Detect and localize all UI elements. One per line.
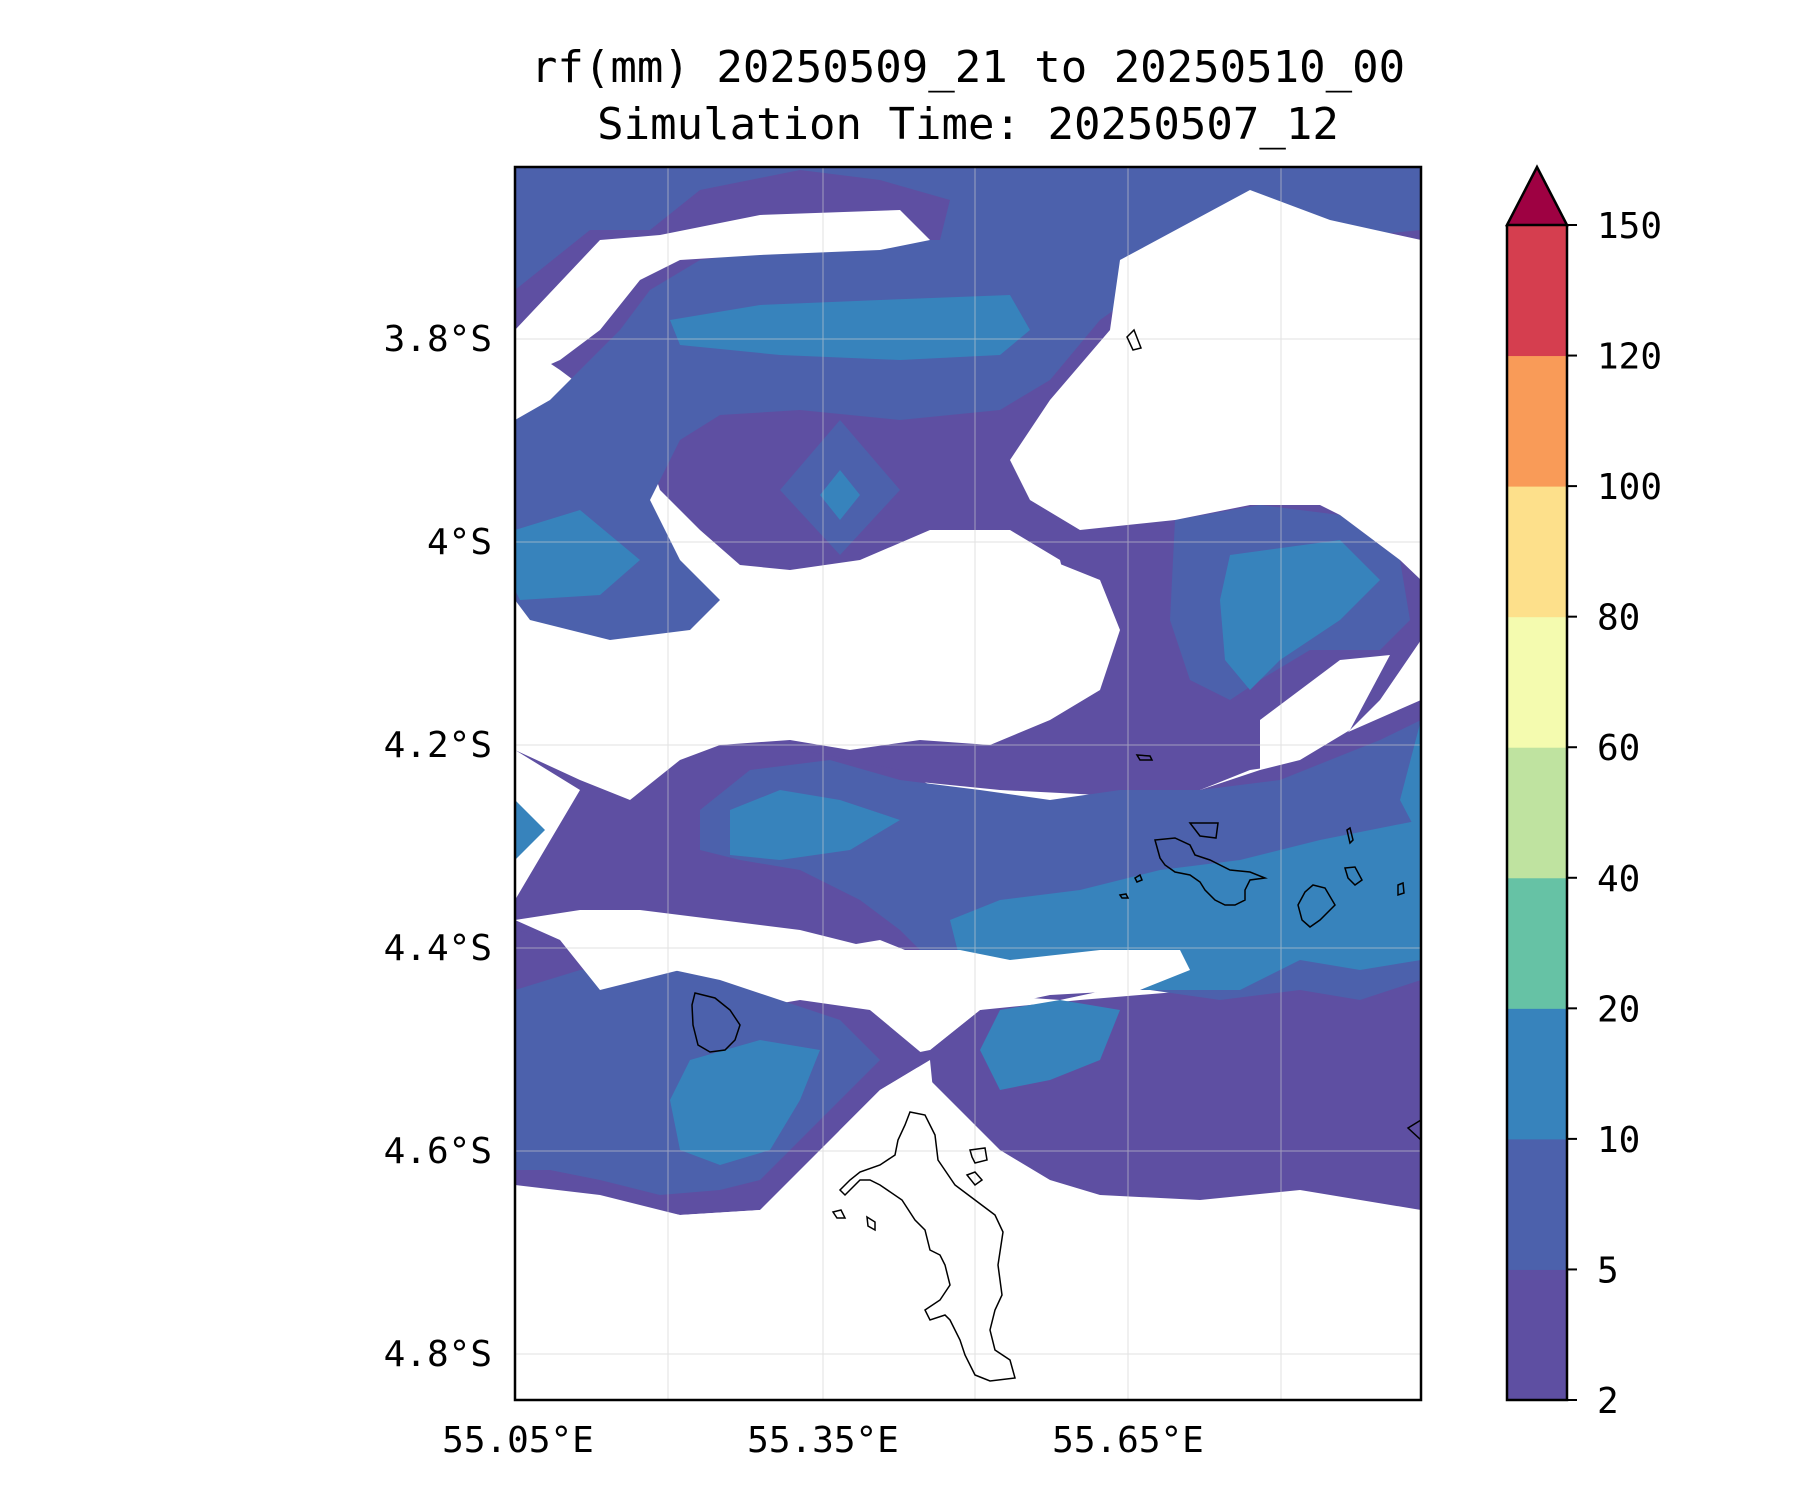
colorbar-tick-label: 80 xyxy=(1597,598,1640,639)
colorbar-tick-label: 100 xyxy=(1597,467,1662,508)
no-rain-upper xyxy=(515,210,930,380)
colorbar-tick-label: 150 xyxy=(1597,206,1662,247)
colorbar: 2 5 10 20 40 60 80 100 120 150 xyxy=(1504,164,1662,1422)
colorbar-bin xyxy=(1507,1269,1567,1401)
island-small-10 xyxy=(965,1171,984,1187)
colorbar-tick-label: 2 xyxy=(1597,1381,1619,1422)
island-small-9 xyxy=(969,1147,988,1164)
colorbar-tick-label: 5 xyxy=(1597,1250,1619,1291)
rain-core-center xyxy=(730,790,900,860)
map-frame xyxy=(513,165,1423,1402)
colorbar-bin xyxy=(1507,616,1567,748)
x-axis: 55.05°E 55.35°E 55.65°E xyxy=(442,1420,1204,1461)
no-rain-zones xyxy=(515,190,1421,1400)
rain-core-edge-left xyxy=(515,800,545,860)
no-rain-middle xyxy=(515,560,1120,800)
x-tick-label: 55.35°E xyxy=(747,1420,899,1461)
island-small-4 xyxy=(1344,866,1363,886)
island-mahe xyxy=(838,1111,1016,1382)
rain-core-right xyxy=(1220,540,1380,690)
rain-core-small-diamond xyxy=(820,470,860,520)
colorbar-bin xyxy=(1507,355,1567,487)
no-rain-upper-right xyxy=(1010,190,1421,580)
colorbar-bin xyxy=(1507,877,1567,1009)
colorbar-tick-label: 10 xyxy=(1597,1120,1640,1161)
x-tick-label: 55.05°E xyxy=(442,1420,594,1461)
colorbar-tick-label: 60 xyxy=(1597,728,1640,769)
y-tick-label: 4.2°S xyxy=(384,725,492,766)
island-small-8 xyxy=(1118,893,1130,899)
island-small-12 xyxy=(866,1215,876,1232)
colorbar-bin xyxy=(1507,747,1567,879)
no-rain-bottom xyxy=(515,1060,1421,1400)
rain-core-lower-left xyxy=(670,1040,820,1165)
colorbar-extend-arrow xyxy=(1504,164,1570,227)
island-small-7 xyxy=(1134,873,1143,883)
x-tick-label: 55.65°E xyxy=(1052,1420,1204,1461)
map-title: rf(mm) 20250509_21 to 20250510_00 xyxy=(531,42,1405,93)
island-small-1 xyxy=(1126,328,1143,351)
rain-area-top-inner xyxy=(515,167,1421,640)
rain-core-left xyxy=(515,510,640,600)
y-tick-label: 4.8°S xyxy=(384,1334,492,1375)
colorbar-tick-label: 120 xyxy=(1597,337,1662,378)
no-rain-right-mid xyxy=(1260,655,1390,770)
colorbar-bin xyxy=(1507,486,1567,618)
colorbar-tick-label: 40 xyxy=(1597,859,1640,900)
colorbar-bin xyxy=(1507,225,1567,357)
y-tick-label: 4°S xyxy=(427,522,492,563)
y-tick-label: 3.8°S xyxy=(384,319,492,360)
island-small-2 xyxy=(1135,754,1154,761)
island-small-13 xyxy=(1406,1119,1421,1142)
y-tick-label: 4.6°S xyxy=(384,1131,492,1172)
island-small-6 xyxy=(1397,881,1405,897)
no-rain-lower xyxy=(515,910,1190,1050)
rain-core-edge xyxy=(1400,720,1421,840)
island-small-11 xyxy=(831,1209,847,1219)
y-tick-label: 4.4°S xyxy=(384,928,492,969)
map-grid xyxy=(515,167,1421,1400)
rain-core-right-lower xyxy=(980,1000,1120,1090)
rain-core-top xyxy=(670,295,1030,360)
island-la-digue xyxy=(1297,884,1336,928)
island-small-5 xyxy=(1346,826,1354,845)
colorbar-frame xyxy=(1505,225,1569,1402)
island-praslin xyxy=(1154,837,1268,906)
island-silhouette xyxy=(691,992,741,1053)
colorbar-tick-label: 20 xyxy=(1597,989,1640,1030)
island-small-3 xyxy=(1188,822,1219,839)
colorbar-bin xyxy=(1507,1138,1567,1270)
map-area xyxy=(515,167,1421,1400)
colorbar-bin xyxy=(1507,1008,1567,1140)
map-subtitle: Simulation Time: 20250507_12 xyxy=(597,99,1339,150)
coastlines xyxy=(691,328,1421,1382)
y-axis: 3.8°S 4°S 4.2°S 4.4°S 4.6°S 4.8°S xyxy=(384,319,492,1375)
